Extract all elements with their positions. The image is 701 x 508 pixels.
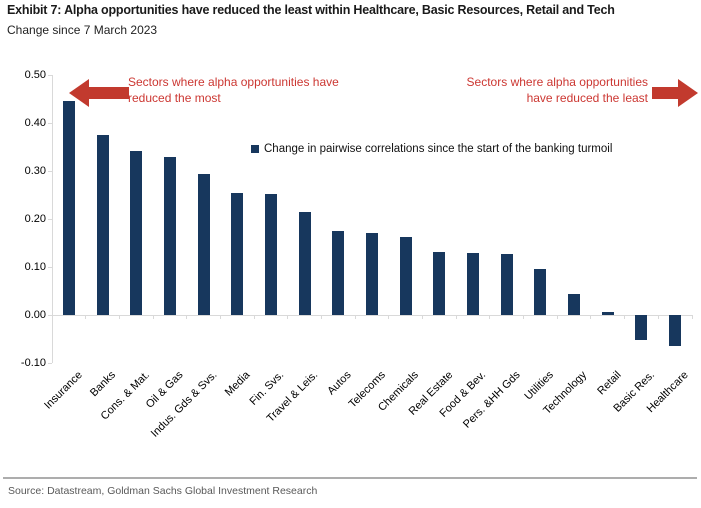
bar (467, 252, 480, 315)
x-axis-tick (455, 315, 457, 319)
y-axis-tick (48, 218, 52, 220)
bar (96, 135, 109, 315)
bar (500, 253, 513, 315)
x-axis-tick (590, 315, 592, 319)
exhibit-subtitle: Change since 7 March 2023 (7, 23, 158, 37)
y-axis-tick (48, 314, 52, 316)
x-axis-tick (422, 315, 424, 319)
legend-label: Change in pairwise correlations since th… (264, 143, 613, 155)
right-arrow-icon (652, 79, 698, 107)
bar (130, 150, 143, 315)
left-arrow-icon (69, 79, 129, 107)
bar (332, 231, 345, 315)
bar (366, 232, 378, 315)
bar (197, 174, 210, 315)
y-axis-tick (48, 362, 52, 364)
y-axis-tick (48, 170, 52, 172)
x-tick-label: Autos (325, 369, 354, 398)
x-axis-tick (657, 315, 659, 319)
x-tick-label: Insurance (41, 369, 85, 412)
y-tick-label: 0.40 (24, 117, 46, 129)
bar (298, 212, 311, 315)
annotation-reduced-most-line1: Sectors where alpha opportunities have (128, 75, 339, 89)
x-axis-tick (287, 315, 289, 319)
annotation-reduced-most-line2: reduced the most (128, 91, 221, 105)
x-axis-tick (624, 315, 626, 319)
bar (264, 194, 277, 315)
y-tick-label: -0.10 (20, 357, 46, 369)
x-axis-tick (489, 315, 491, 319)
bar (635, 315, 648, 341)
x-axis-tick (556, 315, 558, 319)
y-tick-label: 0.10 (24, 261, 46, 273)
y-tick-label: 0.00 (24, 309, 46, 321)
y-axis-tick (48, 266, 52, 268)
x-axis-tick (186, 315, 188, 319)
footer-divider (3, 477, 697, 479)
x-axis-tick (388, 315, 390, 319)
annotation-reduced-least-line2: have reduced the least (526, 91, 648, 105)
y-axis-line (52, 75, 53, 363)
legend-marker-icon (251, 145, 259, 153)
y-tick-label: 0.30 (24, 165, 46, 177)
bar (231, 192, 244, 315)
annotation-reduced-most: Sectors where alpha opportunities have r… (128, 74, 339, 106)
bar (399, 237, 412, 315)
x-axis-tick (51, 315, 53, 319)
x-axis-tick (85, 315, 87, 319)
x-axis-tick (691, 315, 693, 319)
y-axis-tick (48, 74, 52, 76)
bar (601, 311, 614, 315)
x-axis-tick (219, 315, 221, 319)
x-axis-tick (523, 315, 525, 319)
bar (534, 268, 547, 315)
y-tick-label: 0.50 (24, 69, 46, 81)
source-note: Source: Datastream, Goldman Sachs Global… (8, 485, 318, 497)
legend: Change in pairwise correlations since th… (251, 143, 612, 155)
bar (433, 252, 446, 315)
bar (62, 101, 75, 315)
x-tick-label: Retail (594, 369, 624, 398)
x-tick-label: Media (223, 369, 253, 399)
x-axis-tick (253, 315, 255, 319)
x-axis-tick (320, 315, 322, 319)
bar (163, 156, 176, 315)
x-axis-tick (118, 315, 120, 319)
x-tick-label: Indus. Gds & Svs. (148, 369, 220, 440)
x-tick-label: Banks (87, 369, 119, 400)
y-axis-tick (48, 122, 52, 124)
exhibit-title: Exhibit 7: Alpha opportunities have redu… (7, 3, 615, 17)
bar (568, 294, 581, 315)
bar (669, 315, 682, 347)
x-axis-tick (152, 315, 154, 319)
zero-axis-line (52, 314, 692, 316)
annotation-reduced-least-line1: Sectors where alpha opportunities (466, 75, 648, 89)
annotation-reduced-least: Sectors where alpha opportunities have r… (467, 74, 648, 106)
y-tick-label: 0.20 (24, 213, 46, 225)
x-axis-tick (354, 315, 356, 319)
